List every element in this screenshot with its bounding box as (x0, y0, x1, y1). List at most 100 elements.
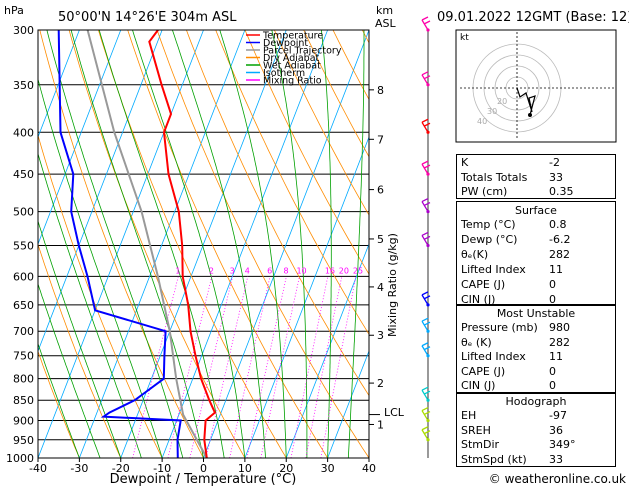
dry-adiabat-line (215, 30, 369, 336)
wind-barb (421, 426, 431, 442)
credit-label: © weatheronline.co.uk (489, 472, 626, 486)
wet-adiabat-line (38, 342, 80, 458)
wind-barb-flag (423, 346, 431, 351)
wind-barb-dot (426, 438, 430, 442)
mixing-ratio-label: 4 (245, 266, 250, 275)
km-tick-label: 7 (377, 133, 384, 146)
wind-barb-flag (423, 295, 431, 300)
table-row-value: 282 (549, 335, 570, 349)
pressure-tick-label: 600 (13, 270, 34, 283)
chart-profiles (57, 30, 217, 458)
mixing-ratio-label: 10 (296, 266, 306, 275)
dry-adiabat-line (39, 30, 204, 458)
mixing-ratio-line (132, 276, 179, 458)
wind-barb-flag (421, 406, 429, 412)
wind-barb (421, 317, 431, 333)
wind-barb (421, 342, 431, 358)
legend-label: Parcel Trajectory (263, 46, 342, 57)
isotherm-line (203, 30, 369, 458)
wet-adiabat-line (172, 30, 266, 458)
wind-barb (421, 291, 431, 307)
pressure-tick-label: 650 (13, 299, 34, 312)
wind-barb-dot (426, 243, 430, 248)
wind-barb-flag (423, 235, 431, 241)
wet-adiabat-line (46, 30, 184, 458)
wind-barb-dot (426, 130, 430, 134)
temperature-line (148, 30, 217, 458)
wind-barb-flag (423, 410, 431, 416)
table-row-value: 0 (549, 293, 556, 306)
pressure-tick-label: 550 (13, 239, 34, 252)
hodograph-table-title: Hodograph (505, 395, 567, 408)
wind-barb-flag (423, 122, 431, 127)
wind-barb-staff (421, 235, 429, 246)
wind-barb-dot (426, 354, 430, 358)
table-row-label: SREH (461, 423, 491, 437)
wind-barb-flag (421, 160, 429, 165)
wind-barb-dot (426, 83, 430, 87)
mixing-ratio-label: 8 (283, 266, 288, 275)
dry-adiabat-line (127, 30, 328, 458)
table-row-value: 0.8 (549, 218, 567, 231)
wind-barb-flag (421, 317, 429, 322)
mixing-ratio-line (189, 276, 233, 458)
table-row-label: Lifted Index (461, 263, 526, 276)
wet-adiabat-line (70, 30, 204, 458)
wind-barb-dot (426, 418, 430, 423)
wind-barb-flag (421, 198, 429, 203)
isotherm-line (285, 242, 369, 458)
x-tick-label: 30 (321, 462, 335, 475)
wind-barb-flag (423, 321, 431, 326)
mixing-ratio-label: 6 (267, 266, 272, 275)
table-row-label: Lifted Index (461, 350, 526, 363)
wind-barb-dot (426, 209, 430, 214)
pressure-tick-label: 850 (13, 394, 34, 407)
table-row-value: -2 (549, 156, 560, 169)
wet-adiabat-line (38, 219, 122, 458)
table-row-label: θₑ(K) (461, 248, 489, 261)
wind-barb (421, 386, 431, 402)
hodograph-endpoint (528, 113, 532, 117)
legend-label: Dry Adiabat (263, 53, 320, 64)
dry-adiabat-line (186, 30, 369, 397)
wet-adiabat-line (38, 282, 101, 458)
wind-barb-flag (421, 426, 429, 431)
mixing-ratio-line (305, 276, 343, 458)
table-row-value: 980 (549, 321, 570, 334)
pressure-tick-label: 400 (13, 126, 34, 139)
datetime-label: 09.01.2022 12GMT (Base: 12) (437, 10, 629, 25)
wind-barb-dot (426, 398, 430, 402)
wind-barb (421, 231, 431, 248)
table-row-label: EH (461, 409, 477, 422)
station-label: 50°00'N 14°26'E 304m ASL (58, 10, 237, 25)
km-label: km (376, 4, 393, 17)
dewpoint-line (57, 30, 182, 458)
wind-barb (421, 160, 431, 176)
legend-label: Wet Adiabat (263, 61, 321, 72)
wind-barb-dot (426, 28, 430, 32)
mixing-ratio-label: 16 (325, 266, 335, 275)
table-row-label: Pressure (mb) (461, 321, 538, 334)
hodograph-trace (516, 87, 536, 116)
table-row-value: 0 (549, 379, 556, 392)
pressure-tick-label: 750 (13, 350, 34, 363)
wind-barb-flag (421, 231, 429, 237)
km-tick-label: 8 (377, 84, 384, 97)
x-tick-label: 20 (279, 462, 293, 475)
wind-barb-flag (423, 390, 431, 395)
dry-adiabat-line (156, 30, 369, 458)
wind-barb-staff (421, 294, 429, 306)
wet-adiabat-line (347, 30, 365, 458)
wind-barb-staff (421, 201, 429, 212)
wind-barb-dot (426, 329, 430, 333)
mixing-ratio-axis-title: Mixing Ratio (g/kg) (386, 233, 399, 337)
dry-adiabat-line (38, 133, 163, 458)
hodograph-ring-label: 20 (497, 97, 507, 106)
hodograph-table-panel: Hodograph EH -97 SREH 36 StmDir 349° StmSpd (k… (456, 393, 616, 467)
mixing-ratio-label: 1 (175, 266, 180, 275)
mixing-ratio-label: 3 (230, 266, 235, 275)
mixing-ratio-line (229, 276, 271, 458)
isotherm-line (244, 135, 369, 458)
